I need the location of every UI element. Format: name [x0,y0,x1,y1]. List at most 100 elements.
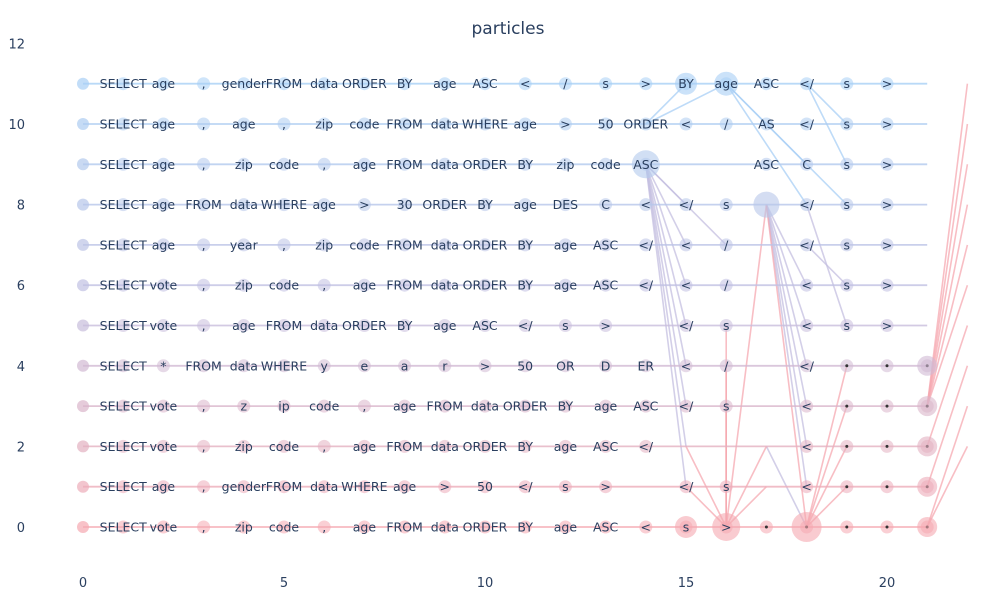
token-label: gender [222,76,267,91]
token-particle [357,520,371,534]
token-particle [156,77,170,91]
token-label: age [152,237,176,252]
token-label: / [724,278,729,293]
x-tick-label: 10 [477,576,494,591]
token-particle [398,198,412,212]
pad-dot [845,404,849,408]
token-label: > [480,358,490,373]
token-particle [800,117,814,131]
token-particle [840,238,854,252]
token-label: data [310,479,338,494]
token-particle [357,278,371,292]
token-particle [156,439,170,453]
large-particle-4 [675,516,697,538]
token-label: , [282,117,286,132]
row-start-particle [77,238,89,251]
token-label: FROM [386,439,423,454]
token-label: age [152,197,176,212]
token-label: code [269,439,299,454]
token-particle [759,157,773,171]
token-particle [317,157,331,171]
x-tick-label: 5 [280,576,288,591]
token-particle [599,520,613,534]
token-particle [237,399,251,413]
token-label: ASC [593,520,618,535]
token-particle [679,359,693,373]
token-label: > [560,117,570,132]
token-label: > [882,76,892,91]
token-label: SELECT [100,439,147,454]
token-particle [277,399,291,413]
token-particle [357,77,371,91]
token-label: , [322,439,326,454]
token-label: e [361,358,369,373]
token-particle [478,319,492,332]
token-label: , [202,117,206,132]
token-particle [558,520,572,534]
token-label: , [322,157,326,172]
token-label: data [431,157,459,172]
token-label: age [554,520,578,535]
token-particle [156,319,170,332]
token-particle [116,480,130,494]
x-tick-label: 0 [79,576,87,591]
token-label: FROM [386,157,423,172]
token-particle [719,319,733,332]
token-label: ORDER [463,157,508,172]
token-label: data [431,278,459,293]
token-label: age [353,157,377,172]
token-particle [518,238,532,252]
token-particle [277,278,291,292]
token-particle [599,439,613,453]
token-label: y [320,358,328,373]
x-tick-label: 15 [678,576,695,591]
link-line-48 [926,446,969,528]
token-label: > [440,479,450,494]
token-particle [558,319,572,332]
link-line-24 [805,204,848,326]
token-particle [800,278,814,292]
token-label: SELECT [100,520,147,535]
token-particle [156,399,170,413]
token-particle [639,439,653,453]
token-label: BY [678,76,694,91]
token-particle [639,359,653,373]
token-particle [478,439,492,453]
token-label: s [723,399,730,414]
token-label: , [282,237,286,252]
token-particle [599,77,613,91]
pad-dot [885,364,889,368]
token-label: BY [517,520,533,535]
pad-dot [764,525,768,529]
token-particle [880,77,894,91]
token-particle [197,319,211,332]
link-line-10 [645,164,687,286]
large-particle-7 [917,355,938,376]
token-label: ASC [593,439,618,454]
token-label: 50 [517,358,533,373]
token-particle [116,77,130,91]
token-particle [277,359,291,373]
token-particle [116,278,130,292]
token-label: BY [517,157,533,172]
token-particle [599,319,613,332]
token-particle [277,117,291,131]
token-label: > [600,318,610,333]
large-particle-8 [917,396,938,417]
token-label: ORDER [463,237,508,252]
token-particle [197,117,211,131]
pad-dot [885,485,889,489]
pad-dot [885,404,889,408]
token-particle [639,77,653,91]
token-particle [357,359,371,373]
token-particle [277,520,291,534]
token-particle [438,359,452,373]
token-label: age [554,439,578,454]
token-particle [398,359,412,373]
token-label: FROM [266,479,303,494]
token-particle [518,278,532,292]
token-label: > [882,318,892,333]
token-label: </ [799,197,814,212]
token-particle [116,399,130,413]
token-particle [398,480,412,494]
